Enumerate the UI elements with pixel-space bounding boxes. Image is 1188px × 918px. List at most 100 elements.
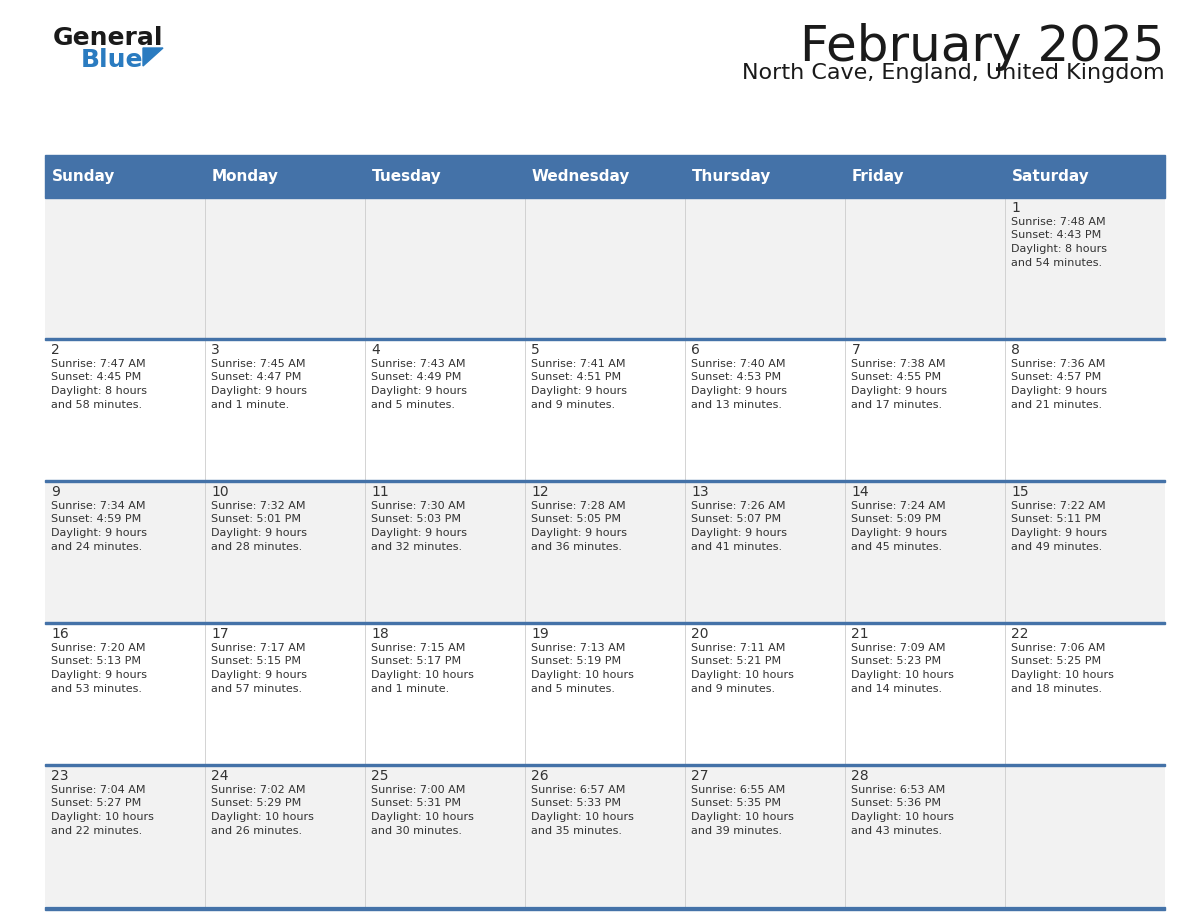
Text: Daylight: 9 hours: Daylight: 9 hours xyxy=(211,670,308,680)
Text: General: General xyxy=(53,26,164,50)
Text: and 45 minutes.: and 45 minutes. xyxy=(852,542,942,552)
Text: 4: 4 xyxy=(372,343,380,357)
Text: 22: 22 xyxy=(1011,627,1029,641)
Text: Blue: Blue xyxy=(81,48,144,72)
Text: and 39 minutes.: and 39 minutes. xyxy=(691,825,783,835)
Text: Sunset: 4:47 PM: Sunset: 4:47 PM xyxy=(211,373,302,383)
Text: 5: 5 xyxy=(531,343,541,357)
Text: Tuesday: Tuesday xyxy=(372,170,441,185)
Text: and 5 minutes.: and 5 minutes. xyxy=(531,684,615,693)
Text: Daylight: 9 hours: Daylight: 9 hours xyxy=(1011,386,1107,396)
Bar xyxy=(45,907,1165,910)
Text: Sunset: 4:53 PM: Sunset: 4:53 PM xyxy=(691,373,782,383)
Text: 18: 18 xyxy=(372,627,390,641)
Text: Daylight: 9 hours: Daylight: 9 hours xyxy=(691,386,788,396)
Text: Sunset: 5:21 PM: Sunset: 5:21 PM xyxy=(691,656,782,666)
Text: and 58 minutes.: and 58 minutes. xyxy=(51,399,143,409)
Text: Daylight: 10 hours: Daylight: 10 hours xyxy=(691,670,795,680)
Text: Sunset: 5:15 PM: Sunset: 5:15 PM xyxy=(211,656,302,666)
Text: Daylight: 9 hours: Daylight: 9 hours xyxy=(211,528,308,538)
Text: Sunset: 4:57 PM: Sunset: 4:57 PM xyxy=(1011,373,1101,383)
Text: and 43 minutes.: and 43 minutes. xyxy=(852,825,942,835)
Text: Daylight: 9 hours: Daylight: 9 hours xyxy=(211,386,308,396)
Text: Sunset: 5:13 PM: Sunset: 5:13 PM xyxy=(51,656,141,666)
Text: 17: 17 xyxy=(211,627,229,641)
Text: and 24 minutes.: and 24 minutes. xyxy=(51,542,143,552)
Text: 25: 25 xyxy=(372,769,388,783)
Bar xyxy=(45,764,1165,906)
Bar xyxy=(45,154,1165,158)
Text: Sunrise: 7:11 AM: Sunrise: 7:11 AM xyxy=(691,643,785,653)
Text: Sunrise: 7:09 AM: Sunrise: 7:09 AM xyxy=(852,643,946,653)
Bar xyxy=(45,338,1165,480)
Text: Daylight: 9 hours: Daylight: 9 hours xyxy=(51,670,147,680)
Text: Daylight: 9 hours: Daylight: 9 hours xyxy=(531,386,627,396)
Bar xyxy=(525,158,685,196)
Text: Sunrise: 7:28 AM: Sunrise: 7:28 AM xyxy=(531,501,626,511)
Text: Sunrise: 7:04 AM: Sunrise: 7:04 AM xyxy=(51,785,146,795)
Text: Daylight: 9 hours: Daylight: 9 hours xyxy=(372,386,467,396)
Text: Sunset: 4:55 PM: Sunset: 4:55 PM xyxy=(852,373,942,383)
Text: and 36 minutes.: and 36 minutes. xyxy=(531,542,623,552)
Text: Sunset: 5:25 PM: Sunset: 5:25 PM xyxy=(1011,656,1101,666)
Text: 19: 19 xyxy=(531,627,549,641)
Bar xyxy=(45,338,1165,340)
Text: Daylight: 10 hours: Daylight: 10 hours xyxy=(372,812,474,822)
Text: Daylight: 10 hours: Daylight: 10 hours xyxy=(531,812,634,822)
Text: Daylight: 9 hours: Daylight: 9 hours xyxy=(51,528,147,538)
Text: and 9 minutes.: and 9 minutes. xyxy=(531,399,615,409)
Text: 8: 8 xyxy=(1011,343,1020,357)
Text: and 9 minutes.: and 9 minutes. xyxy=(691,684,776,693)
Text: and 54 minutes.: and 54 minutes. xyxy=(1011,258,1102,267)
Text: Daylight: 9 hours: Daylight: 9 hours xyxy=(852,528,947,538)
Text: Sunrise: 7:47 AM: Sunrise: 7:47 AM xyxy=(51,359,146,369)
Text: 24: 24 xyxy=(211,769,229,783)
Text: Sunrise: 7:20 AM: Sunrise: 7:20 AM xyxy=(51,643,146,653)
Bar xyxy=(45,764,1165,766)
Bar xyxy=(45,480,1165,622)
Text: and 17 minutes.: and 17 minutes. xyxy=(852,399,942,409)
Text: Sunset: 4:45 PM: Sunset: 4:45 PM xyxy=(51,373,141,383)
Text: Sunrise: 7:36 AM: Sunrise: 7:36 AM xyxy=(1011,359,1106,369)
Text: 3: 3 xyxy=(211,343,220,357)
Text: Saturday: Saturday xyxy=(1011,170,1089,185)
Text: Sunset: 5:27 PM: Sunset: 5:27 PM xyxy=(51,799,141,809)
Text: Thursday: Thursday xyxy=(691,170,771,185)
Text: Sunset: 5:17 PM: Sunset: 5:17 PM xyxy=(372,656,461,666)
Text: Sunset: 5:33 PM: Sunset: 5:33 PM xyxy=(531,799,621,809)
Text: Sunset: 5:35 PM: Sunset: 5:35 PM xyxy=(691,799,782,809)
Text: Sunset: 4:43 PM: Sunset: 4:43 PM xyxy=(1011,230,1101,241)
Text: Sunset: 5:23 PM: Sunset: 5:23 PM xyxy=(852,656,942,666)
Text: Sunrise: 7:00 AM: Sunrise: 7:00 AM xyxy=(372,785,466,795)
Text: Sunset: 5:11 PM: Sunset: 5:11 PM xyxy=(1011,514,1101,524)
Text: 26: 26 xyxy=(531,769,549,783)
Bar xyxy=(845,158,1005,196)
Text: Sunrise: 7:02 AM: Sunrise: 7:02 AM xyxy=(211,785,305,795)
Text: Sunset: 5:05 PM: Sunset: 5:05 PM xyxy=(531,514,621,524)
Bar xyxy=(45,158,206,196)
Text: and 1 minute.: and 1 minute. xyxy=(372,684,449,693)
Text: 11: 11 xyxy=(372,485,390,499)
Text: Sunrise: 7:26 AM: Sunrise: 7:26 AM xyxy=(691,501,786,511)
Text: 10: 10 xyxy=(211,485,229,499)
Text: Sunrise: 7:43 AM: Sunrise: 7:43 AM xyxy=(372,359,466,369)
Bar xyxy=(45,621,1165,623)
Text: Sunrise: 7:41 AM: Sunrise: 7:41 AM xyxy=(531,359,626,369)
Text: and 18 minutes.: and 18 minutes. xyxy=(1011,684,1102,693)
Text: Sunrise: 7:45 AM: Sunrise: 7:45 AM xyxy=(211,359,305,369)
Text: Sunrise: 7:30 AM: Sunrise: 7:30 AM xyxy=(372,501,466,511)
Bar xyxy=(1005,158,1165,196)
Polygon shape xyxy=(143,48,163,66)
Text: Daylight: 9 hours: Daylight: 9 hours xyxy=(852,386,947,396)
Text: Sunrise: 7:15 AM: Sunrise: 7:15 AM xyxy=(372,643,466,653)
Text: Daylight: 10 hours: Daylight: 10 hours xyxy=(852,812,954,822)
Text: Sunrise: 7:34 AM: Sunrise: 7:34 AM xyxy=(51,501,146,511)
Text: Sunrise: 7:48 AM: Sunrise: 7:48 AM xyxy=(1011,217,1106,227)
Text: and 57 minutes.: and 57 minutes. xyxy=(211,684,303,693)
Text: and 32 minutes.: and 32 minutes. xyxy=(372,542,462,552)
Text: and 28 minutes.: and 28 minutes. xyxy=(211,542,303,552)
Text: Daylight: 9 hours: Daylight: 9 hours xyxy=(372,528,467,538)
Text: Sunrise: 6:57 AM: Sunrise: 6:57 AM xyxy=(531,785,626,795)
Text: Sunset: 5:09 PM: Sunset: 5:09 PM xyxy=(852,514,942,524)
Text: 20: 20 xyxy=(691,627,709,641)
